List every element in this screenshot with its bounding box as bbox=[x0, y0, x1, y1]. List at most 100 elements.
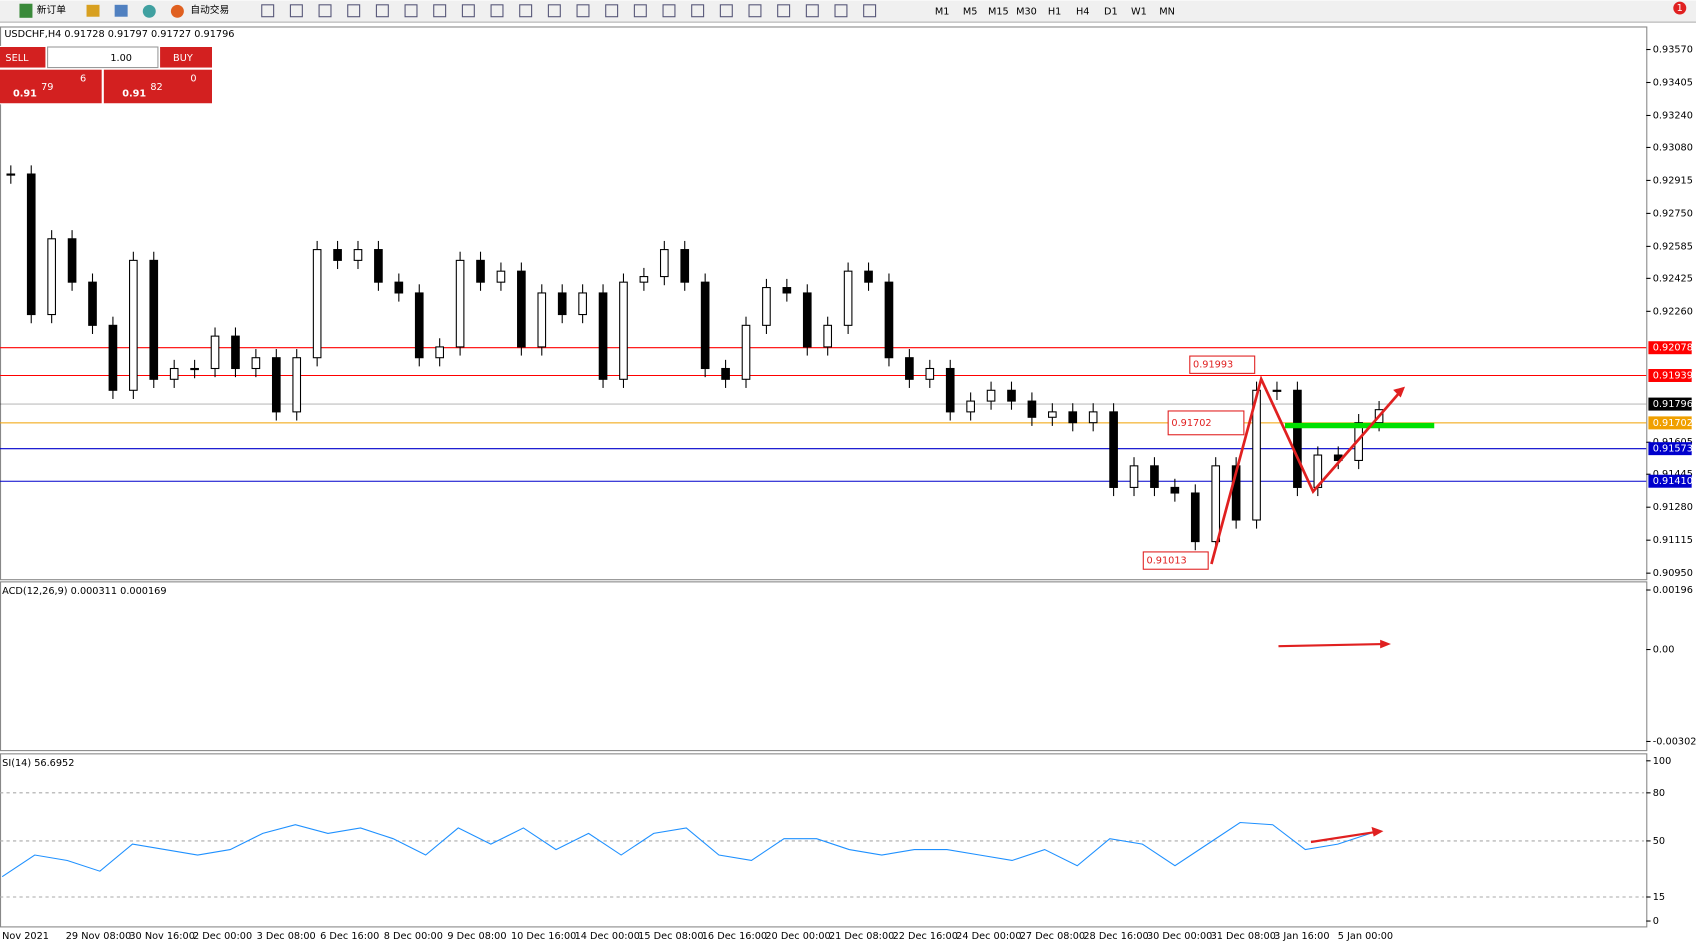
candle bbox=[108, 324, 118, 391]
candle bbox=[251, 357, 261, 370]
timeframe-button[interactable]: D1 bbox=[1104, 6, 1118, 17]
rsi-title: SI(14) 56.6952 bbox=[2, 758, 74, 769]
tool-icon[interactable] bbox=[605, 4, 619, 18]
candle bbox=[619, 281, 628, 380]
price-annotation: 0.91702 bbox=[1171, 418, 1211, 429]
tool-icon[interactable] bbox=[691, 4, 705, 18]
tool-icon[interactable] bbox=[318, 4, 332, 18]
tool-icon[interactable] bbox=[748, 4, 762, 18]
tool-icon[interactable] bbox=[375, 4, 389, 18]
candle bbox=[88, 281, 97, 326]
tool-icon[interactable] bbox=[114, 4, 128, 17]
tool-icon[interactable] bbox=[834, 4, 848, 18]
tool-icon[interactable] bbox=[142, 4, 156, 18]
candle bbox=[149, 259, 159, 380]
tool-icon[interactable] bbox=[519, 4, 533, 18]
candle bbox=[986, 389, 996, 402]
new-order-button[interactable]: 新订单 bbox=[37, 3, 66, 16]
candle bbox=[231, 335, 240, 370]
new-order-icon[interactable] bbox=[19, 3, 33, 18]
price-tick-label: 0.93570 bbox=[1653, 45, 1693, 56]
arrow-head bbox=[1393, 386, 1406, 398]
timeframe-button[interactable]: H4 bbox=[1076, 6, 1090, 17]
candle bbox=[639, 276, 649, 283]
price-tick-label: 0.93240 bbox=[1653, 110, 1693, 121]
buy-big: 0.91 bbox=[122, 89, 146, 100]
macd-tick-label: -0.003027 bbox=[1653, 736, 1696, 747]
sell-price-box[interactable] bbox=[0, 69, 102, 104]
candle bbox=[598, 292, 608, 380]
candle bbox=[945, 367, 955, 413]
tool-icon[interactable] bbox=[289, 4, 303, 18]
rsi-tick-label: 100 bbox=[1653, 756, 1672, 767]
macd-title: ACD(12,26,9) 0.000311 0.000169 bbox=[2, 586, 166, 597]
time-label: 28 Dec 16:00 bbox=[1083, 931, 1148, 942]
buy-label: BUY bbox=[173, 53, 193, 64]
timeframe-button[interactable]: H1 bbox=[1048, 6, 1062, 17]
timeframe-button[interactable]: M1 bbox=[935, 6, 950, 17]
candle bbox=[843, 270, 853, 326]
price-tick-label: 0.93080 bbox=[1653, 142, 1693, 153]
tool-icon[interactable] bbox=[490, 4, 504, 18]
tool-icon[interactable] bbox=[404, 4, 418, 18]
tool-icon[interactable] bbox=[461, 4, 475, 18]
buy-price-box[interactable] bbox=[103, 69, 212, 104]
sell-frac: 6 bbox=[80, 73, 86, 84]
lot-input[interactable] bbox=[47, 46, 159, 69]
candle bbox=[517, 270, 526, 348]
timeframe-button[interactable]: M15 bbox=[988, 6, 1009, 17]
tool-icon[interactable] bbox=[261, 4, 275, 18]
candle bbox=[966, 400, 975, 413]
timeframe-button[interactable]: W1 bbox=[1131, 6, 1147, 17]
tool-icon[interactable] bbox=[347, 4, 361, 18]
timeframe-button[interactable]: M5 bbox=[963, 6, 978, 17]
rsi-tick-label: 50 bbox=[1653, 836, 1665, 847]
candle bbox=[721, 367, 730, 380]
timeframe-button[interactable]: MN bbox=[1159, 6, 1175, 17]
candle bbox=[1354, 422, 1363, 461]
auto-trade-button[interactable]: 自动交易 bbox=[190, 3, 229, 16]
timeframe-button[interactable]: M30 bbox=[1016, 6, 1037, 17]
time-label: 10 Dec 16:00 bbox=[511, 931, 576, 942]
candle bbox=[190, 367, 199, 371]
candle bbox=[333, 249, 342, 261]
buy-button[interactable] bbox=[160, 47, 212, 68]
candle bbox=[1211, 465, 1221, 543]
candle bbox=[1293, 389, 1302, 488]
tool-icon[interactable] bbox=[547, 4, 561, 18]
candle bbox=[271, 357, 281, 413]
time-label: 31 Dec 08:00 bbox=[1211, 931, 1276, 942]
candle bbox=[905, 357, 914, 380]
macd-tick-label: 0.00196 bbox=[1653, 585, 1693, 596]
tool-icon[interactable] bbox=[433, 4, 447, 18]
tool-icon[interactable] bbox=[777, 4, 791, 18]
auto-trade-icon[interactable] bbox=[170, 4, 184, 18]
sell-button[interactable] bbox=[0, 47, 46, 68]
candle bbox=[925, 367, 935, 380]
price-panel bbox=[0, 26, 1648, 581]
macd-arrow bbox=[1278, 642, 1383, 648]
candle bbox=[680, 249, 690, 283]
price-annotation-box bbox=[1142, 551, 1209, 570]
tool-icon[interactable] bbox=[662, 4, 676, 18]
candle bbox=[782, 287, 792, 294]
tool-icon[interactable] bbox=[719, 4, 733, 18]
candle bbox=[1129, 465, 1139, 488]
tool-icon[interactable] bbox=[86, 4, 100, 17]
candle bbox=[823, 324, 833, 348]
notification-badge[interactable] bbox=[1673, 1, 1687, 15]
symbol-info: USDCHF,H4 0.91728 0.91797 0.91727 0.9179… bbox=[4, 29, 234, 40]
tool-icon[interactable] bbox=[576, 4, 590, 18]
price-tick-label: 0.92750 bbox=[1653, 208, 1693, 219]
price-tick-label: 0.92260 bbox=[1653, 306, 1693, 317]
sell-label: SELL bbox=[5, 53, 29, 64]
time-label: 3 Dec 08:00 bbox=[257, 931, 316, 942]
rsi-tick-label: 0 bbox=[1653, 916, 1659, 927]
tool-icon[interactable] bbox=[805, 4, 819, 18]
time-label: 30 Dec 00:00 bbox=[1147, 931, 1212, 942]
time-label: 16 Dec 16:00 bbox=[702, 931, 767, 942]
tool-icon[interactable] bbox=[863, 4, 877, 18]
candle bbox=[762, 287, 771, 326]
tool-icon[interactable] bbox=[633, 4, 647, 18]
